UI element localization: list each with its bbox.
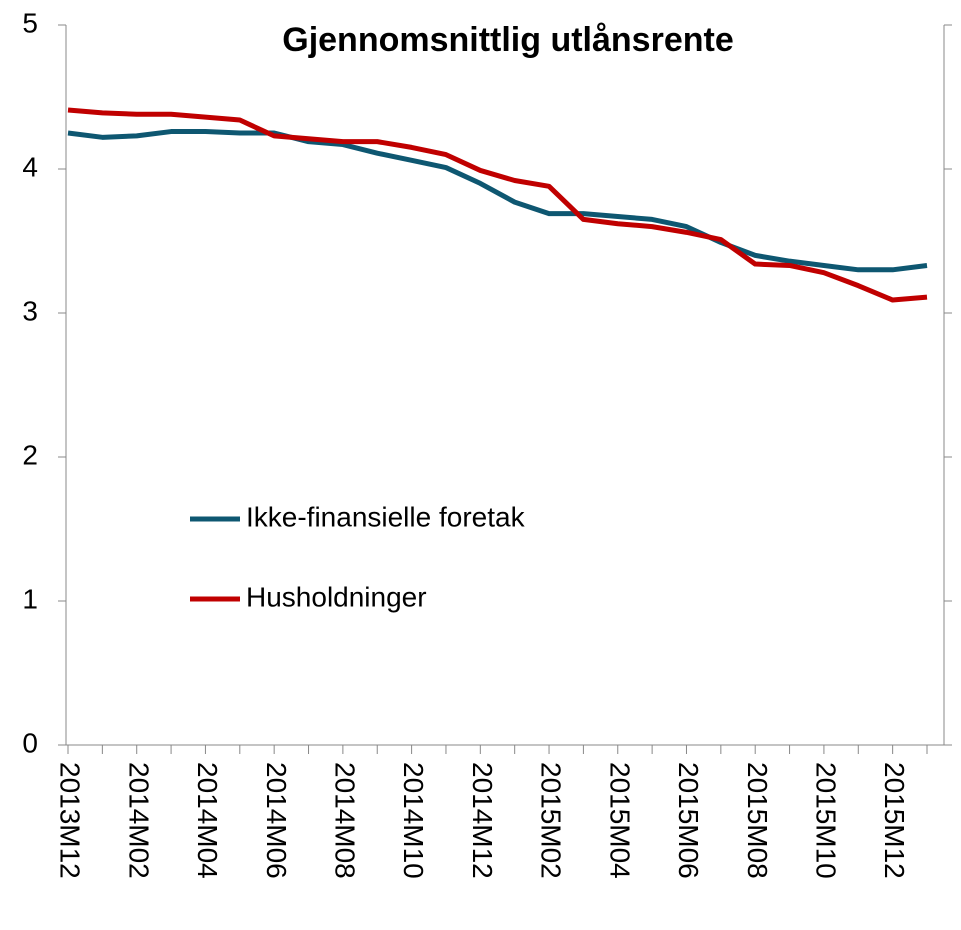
x-tick-label: 2014M12 bbox=[467, 762, 498, 879]
x-tick-label: 2014M06 bbox=[261, 762, 292, 879]
x-tick-label: 2014M08 bbox=[329, 762, 360, 879]
y-tick-label: 1 bbox=[22, 583, 38, 614]
y-tick-label: 4 bbox=[22, 151, 38, 182]
series-line bbox=[67, 129, 928, 273]
legend-label: Ikke-finansielle foretak bbox=[246, 501, 526, 532]
x-tick-label: 2015M12 bbox=[879, 762, 910, 879]
x-tick-label: 2015M06 bbox=[673, 762, 704, 879]
y-tick-label: 3 bbox=[22, 295, 38, 326]
x-tick-label: 2014M02 bbox=[123, 762, 154, 879]
y-tick-label: 0 bbox=[22, 727, 38, 758]
series-line bbox=[67, 107, 928, 303]
x-tick-label: 2015M08 bbox=[742, 762, 773, 879]
x-tick-label: 2015M10 bbox=[811, 762, 842, 879]
y-tick-label: 2 bbox=[22, 439, 38, 470]
legend-label: Husholdninger bbox=[246, 581, 427, 612]
x-tick-label: 2014M04 bbox=[192, 762, 223, 879]
x-tick-label: 2014M10 bbox=[398, 762, 429, 879]
x-tick-label: 2015M02 bbox=[536, 762, 567, 879]
x-tick-label: 2013M12 bbox=[55, 762, 86, 879]
x-tick-label: 2015M04 bbox=[604, 762, 635, 879]
chart-title: Gjennomsnittlig utlånsrente bbox=[282, 21, 733, 59]
y-tick-label: 5 bbox=[22, 7, 38, 38]
